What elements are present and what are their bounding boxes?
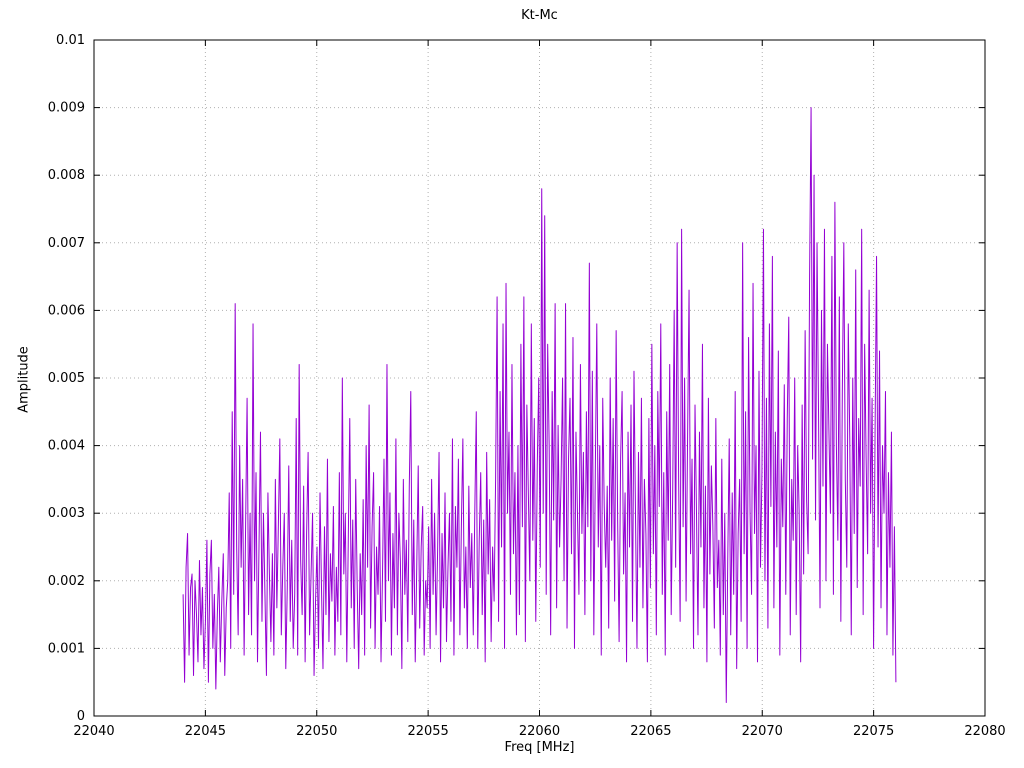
y-tick-label: 0.009 <box>48 101 85 116</box>
y-tick-label: 0.006 <box>48 303 85 318</box>
x-tick-label: 22060 <box>519 724 560 739</box>
y-tick-label: 0.007 <box>48 236 85 251</box>
x-tick-label: 22050 <box>296 724 337 739</box>
y-tick-label: 0.008 <box>48 168 85 183</box>
series-line <box>182 107 897 703</box>
y-tick-label: 0.01 <box>56 33 85 48</box>
y-tick-label: 0.001 <box>48 641 85 656</box>
x-tick-label: 22070 <box>742 724 783 739</box>
x-tick-label: 22065 <box>630 724 671 739</box>
y-tick-label: 0.003 <box>48 506 85 521</box>
y-tick-label: 0.005 <box>48 371 85 386</box>
y-tick-label: 0.002 <box>48 574 85 589</box>
x-axis-label: Freq [MHz] <box>504 740 575 755</box>
x-tick-label: 22075 <box>853 724 894 739</box>
y-tick-label: 0.004 <box>48 439 85 454</box>
x-tick-label: 22055 <box>407 724 448 739</box>
x-tick-label: 22040 <box>73 724 114 739</box>
x-tick-label: 22045 <box>185 724 226 739</box>
y-tick-label: 0 <box>77 709 85 724</box>
chart-title: Kt-Mc <box>521 8 558 23</box>
x-tick-label: 22080 <box>964 724 1005 739</box>
